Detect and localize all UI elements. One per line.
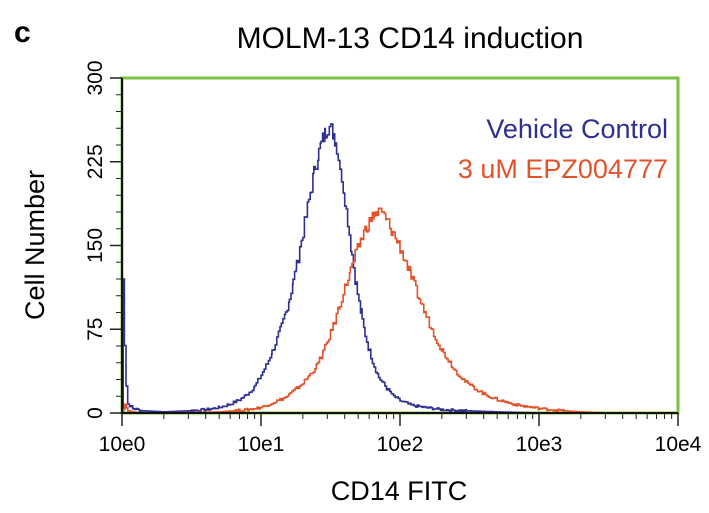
x-tick-label: 10e0 xyxy=(99,433,146,456)
x-tick-label: 10e2 xyxy=(377,433,424,456)
y-tick-label: 0 xyxy=(84,407,107,419)
series-line-epz004777 xyxy=(122,207,657,414)
y-tick-label: 225 xyxy=(84,144,107,179)
y-axis-label: Cell Number xyxy=(20,170,50,320)
y-tick-label: 150 xyxy=(84,228,107,263)
chart-title: MOLM-13 CD14 induction xyxy=(237,22,584,55)
x-tick-label: 10e3 xyxy=(516,433,563,456)
legend-entry: 3 uM EPZ004777 xyxy=(458,154,668,184)
panel-label: c xyxy=(14,16,31,49)
x-axis-label: CD14 FITC xyxy=(331,476,468,506)
y-tick-label: 300 xyxy=(84,60,107,95)
y-tick-label: 75 xyxy=(84,318,107,341)
legend: Vehicle Control 3 uM EPZ004777 xyxy=(458,114,668,184)
axes-layer: 0 75 150 225 300 10e0 10e1 10e2 10e3 10e4 xyxy=(84,60,702,456)
x-tick-label: 10e4 xyxy=(655,433,702,456)
legend-entry: Vehicle Control xyxy=(486,114,668,144)
x-tick-label: 10e1 xyxy=(238,433,285,456)
